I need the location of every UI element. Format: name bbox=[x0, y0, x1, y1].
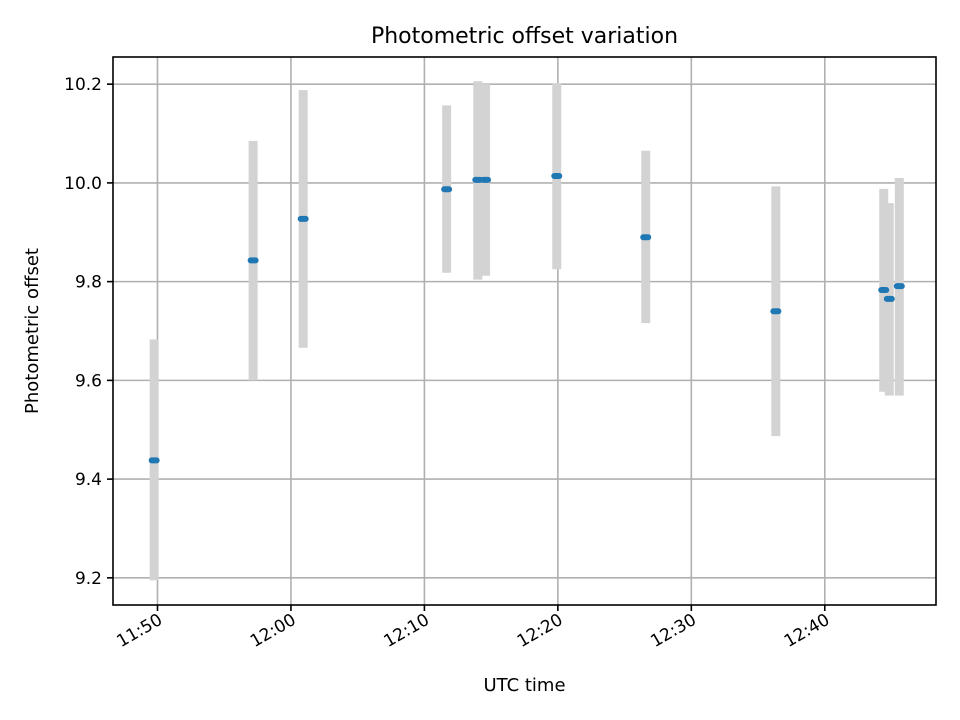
data-point bbox=[770, 308, 782, 315]
y-axis-ticks: 9.2 9.4 9.6 9.8 10.0 10.2 bbox=[64, 75, 113, 589]
data-point bbox=[878, 287, 890, 294]
data-point bbox=[551, 172, 563, 179]
data-point bbox=[441, 186, 453, 193]
y-tick-label: 9.8 bbox=[75, 273, 102, 293]
y-tick-label: 10.0 bbox=[64, 174, 102, 194]
data-points bbox=[148, 172, 905, 464]
y-tick-label: 10.2 bbox=[64, 75, 102, 95]
data-point bbox=[297, 215, 309, 222]
y-axis-label: Photometric offset bbox=[22, 248, 43, 414]
data-point bbox=[640, 234, 652, 241]
data-point bbox=[247, 257, 259, 264]
data-point bbox=[148, 457, 160, 464]
plot-frame bbox=[112, 56, 937, 606]
y-tick-label: 9.2 bbox=[75, 569, 102, 589]
chart-title: Photometric offset variation bbox=[371, 24, 678, 49]
y-tick-label: 9.6 bbox=[75, 371, 102, 391]
x-axis-label: UTC time bbox=[483, 675, 565, 696]
data-point bbox=[893, 283, 905, 290]
data-point bbox=[883, 295, 895, 302]
y-tick-label: 9.4 bbox=[75, 470, 102, 490]
data-point bbox=[480, 176, 492, 183]
